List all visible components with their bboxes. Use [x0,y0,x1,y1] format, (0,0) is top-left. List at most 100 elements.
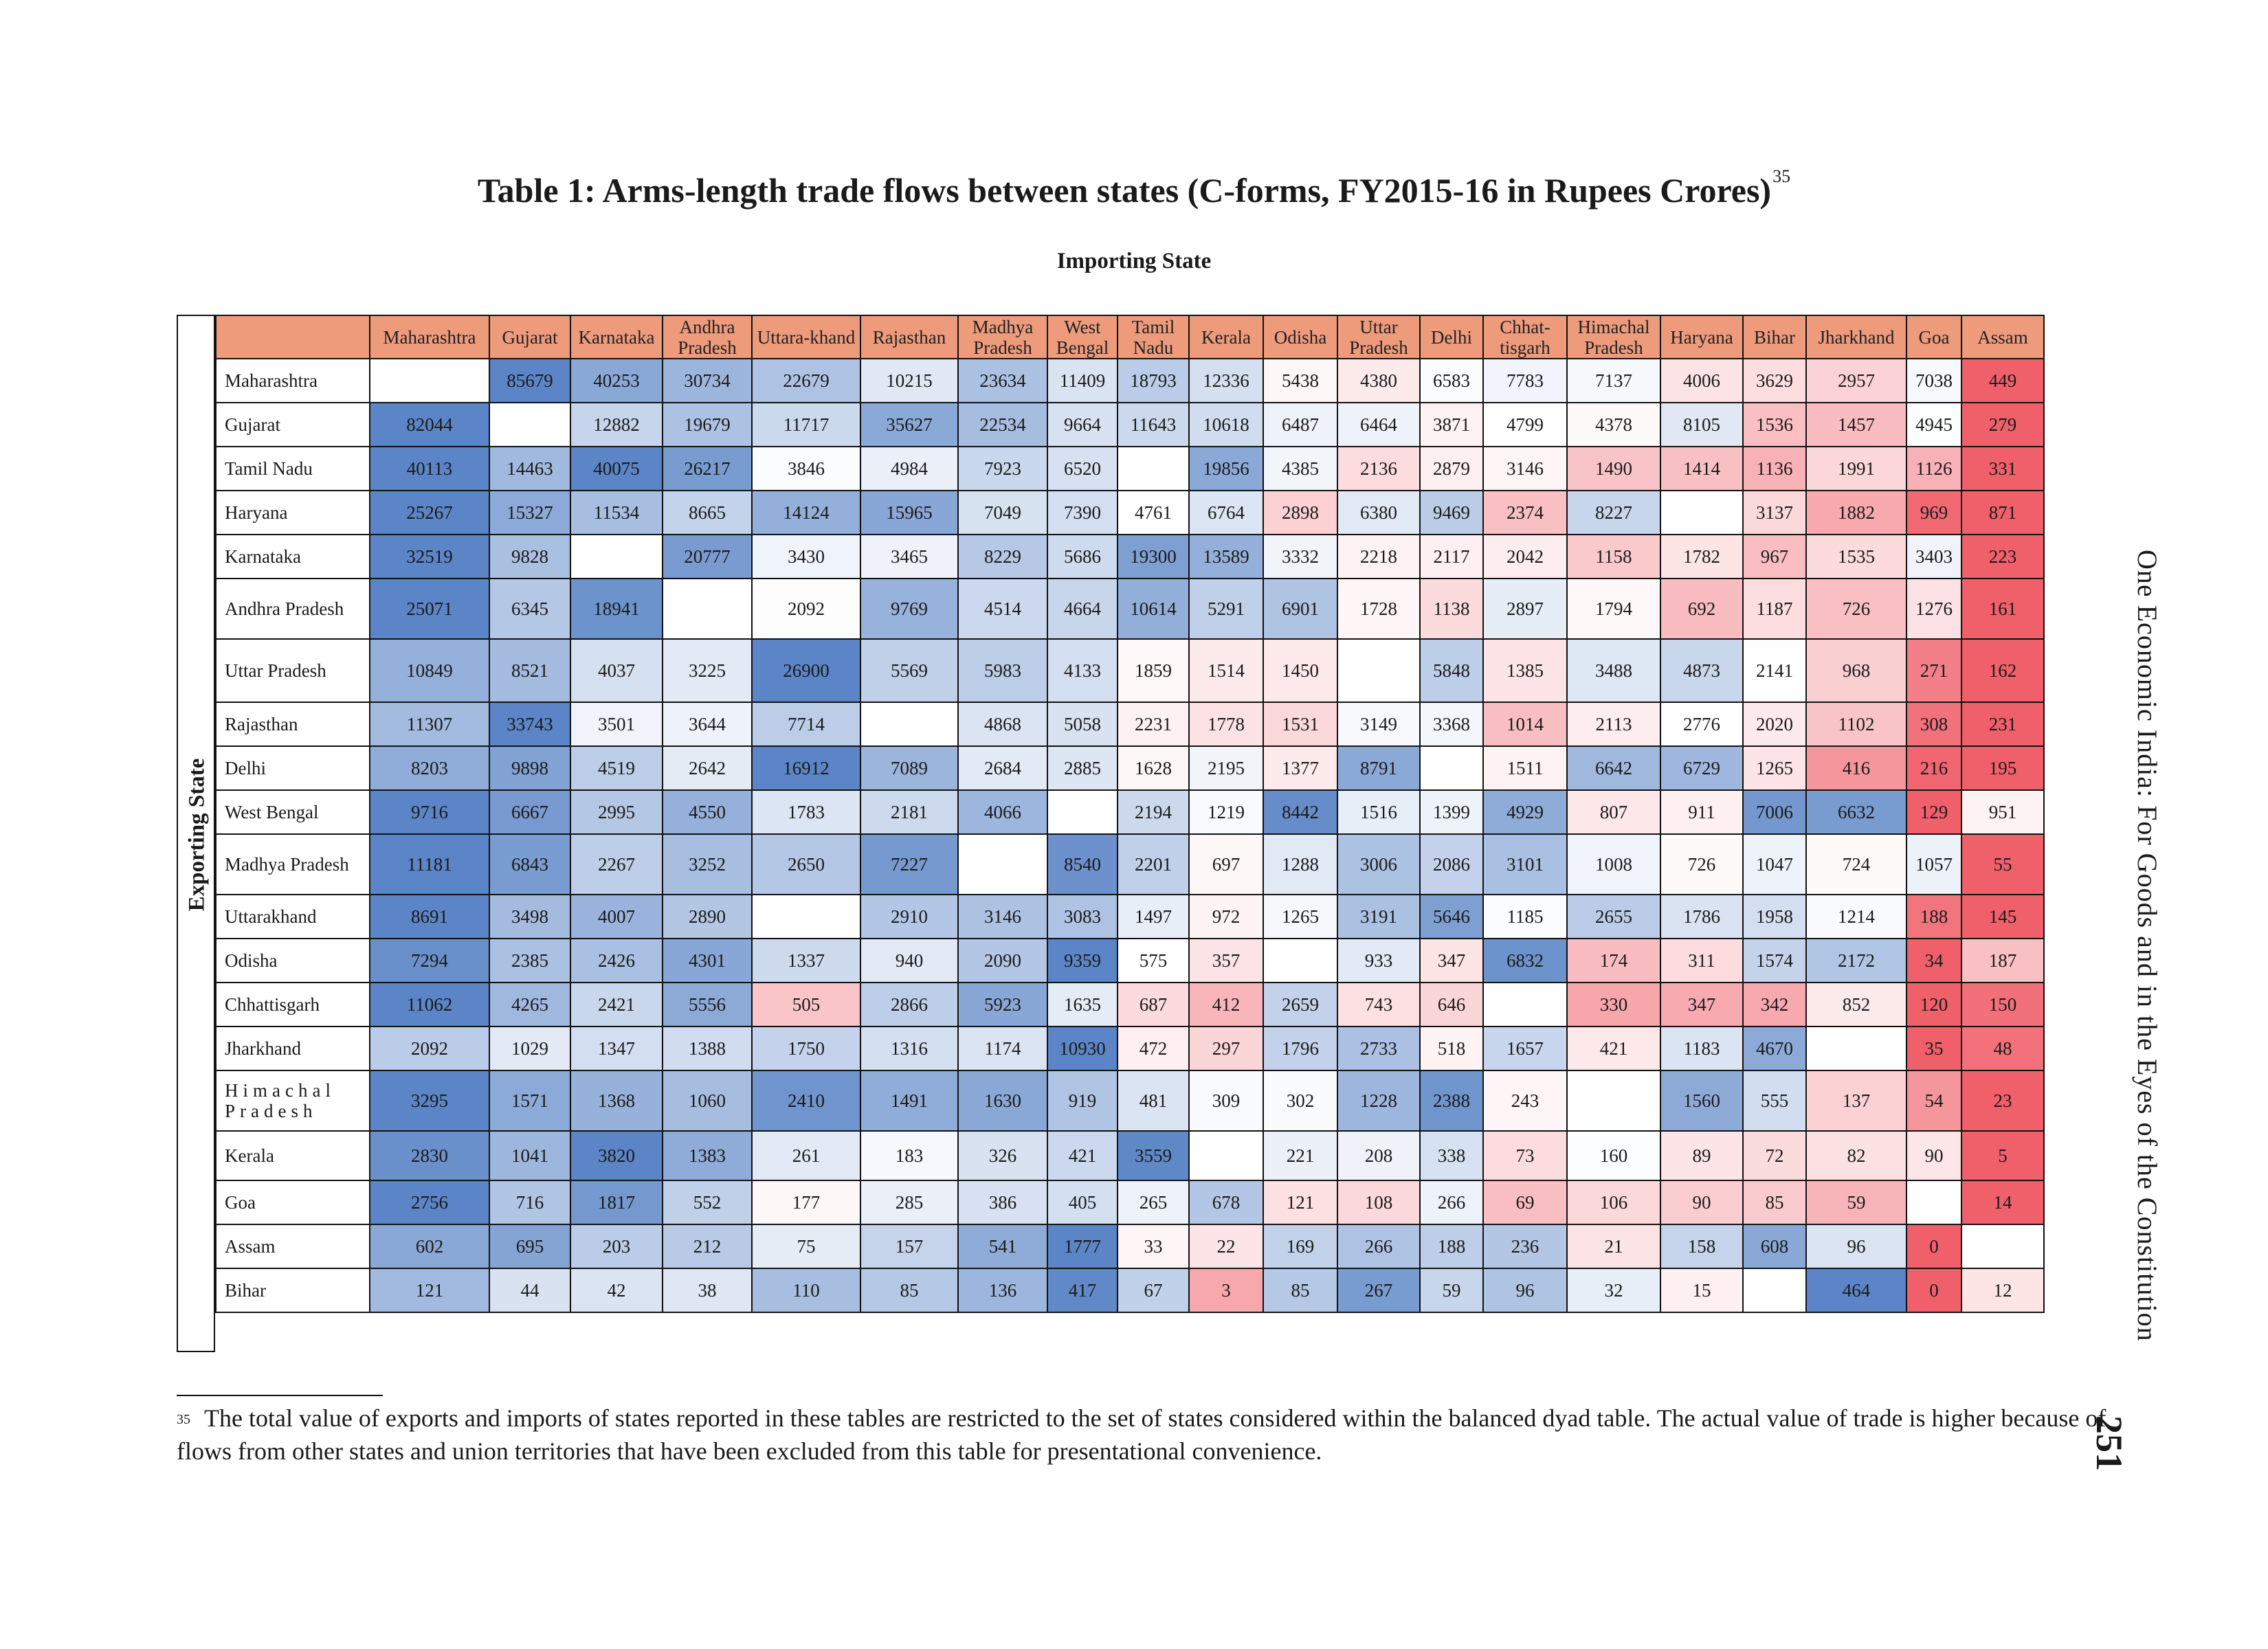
table-cell: 1383 [662,1130,753,1181]
table-cell: 44 [489,1268,571,1313]
table-cell: 2092 [369,1026,490,1071]
table-cell: 726 [1660,833,1744,895]
table-cell: 265 [1117,1180,1190,1225]
table-cell: 3 [1188,1268,1264,1313]
table-cell: 9828 [489,534,571,579]
table-cell: 203 [570,1224,663,1269]
table-cell: 2426 [570,938,663,983]
table-cell: 13589 [1188,534,1264,579]
table-cell: 1316 [860,1026,959,1071]
table-cell: 1414 [1660,446,1744,491]
table-cell: 8229 [957,534,1048,579]
table-cell: 183 [860,1130,959,1181]
column-header: Bihar [1742,315,1807,359]
table-row: Delhi 8203 9898 4519 2642 16912 7089 2684 2885 16… [215,745,2045,791]
table-cell: 2231 [1117,702,1190,747]
table-cell: 6901 [1263,578,1338,640]
table-cell: 421 [1047,1130,1118,1181]
table-cell: 5686 [1047,534,1118,579]
table-cell: 743 [1337,982,1421,1027]
table-cell: 3501 [570,702,663,747]
table-cell: 40113 [369,446,490,491]
table-cell: 4761 [1117,490,1190,535]
table-cell: 1041 [489,1130,571,1181]
table-cell: 90 [1660,1180,1744,1225]
table-cell: 3101 [1482,833,1568,895]
table-cell: 608 [1742,1224,1807,1269]
table-cell: 82044 [369,402,490,447]
table-cell: 2385 [489,938,571,983]
table-cell: 10930 [1047,1026,1118,1071]
table-cell: 1782 [1660,534,1744,579]
table-cell [1906,1180,1962,1225]
table-cell: 35627 [860,402,959,447]
column-header: Delhi [1419,315,1484,359]
table-cell: 8203 [369,745,490,791]
row-label: Rajasthan [215,702,370,747]
table-cell [1805,1026,1907,1071]
table-cell: 9716 [369,789,490,835]
table-cell: 7006 [1742,789,1807,835]
column-header: Uttara-khand [751,315,861,359]
table-cell: 1388 [662,1026,753,1071]
table-row: Uttarakhand 8691 3498 4007 2890 2910 3146 3083 1… [215,894,2045,939]
table-cell: 15965 [860,490,959,535]
table-cell: 8691 [369,894,490,939]
column-header: Haryana [1660,315,1744,359]
table-cell: 326 [957,1130,1048,1181]
row-label: Maharashtra [215,358,370,403]
column-header: Karnataka [570,315,663,359]
table-cell: 14124 [751,490,861,535]
table-cell: 3820 [570,1130,663,1181]
row-label: Assam [215,1224,370,1269]
table-cell: 2086 [1419,833,1484,895]
table-cell: 308 [1906,702,1962,747]
table-row: Haryana 25267 15327 11534 8665 14124 15965 7049… [215,490,2045,535]
table-row: Goa 2756 716 1817 552 177 285 386 405 265 678 121 10… [215,1180,2045,1225]
table-cell: 4037 [570,638,663,703]
table-cell: 2020 [1742,702,1807,747]
table-row: Jharkhand 2092 1029 1347 1388 1750 1316 1174 109… [215,1026,2045,1071]
table-cell: 1060 [662,1070,753,1132]
table-cell: 85 [1742,1180,1807,1225]
table-row: Rajasthan 11307 33743 3501 3644 7714 4868 5058 2… [215,702,2045,747]
table-cell: 6520 [1047,446,1118,491]
table-cell: 2655 [1566,894,1661,939]
table-cell: 5438 [1263,358,1338,403]
table-cell: 1630 [957,1070,1048,1132]
table-cell: 2957 [1805,358,1907,403]
table-cell: 5291 [1188,578,1264,640]
table-cell: 15327 [489,490,571,535]
table-cell: 2195 [1188,745,1264,791]
table-cell: 1778 [1188,702,1264,747]
table-cell: 267 [1337,1268,1421,1313]
table-cell: 32519 [369,534,490,579]
table-cell: 338 [1419,1130,1484,1181]
table-cell: 162 [1961,638,2045,703]
table-cell: 8665 [662,490,753,535]
table-row: Maharashtra 85679 40253 30734 22679 10215 2363… [215,358,2045,403]
table-cell: 195 [1961,745,2045,791]
table-cell: 1657 [1482,1026,1568,1071]
exporting-state-label: Exporting State [184,758,210,912]
table-cell: 7783 [1482,358,1568,403]
table-cell: 1014 [1482,702,1568,747]
table-cell: 1497 [1117,894,1190,939]
table-cell: 1777 [1047,1224,1118,1269]
corner-header-cell [215,315,370,359]
table-cell: 1347 [570,1026,663,1071]
table-cell: 1728 [1337,578,1421,640]
table-cell: 22679 [751,358,861,403]
table-cell: 1783 [751,789,861,835]
table-cell: 8540 [1047,833,1118,895]
table-cell: 4006 [1660,358,1744,403]
table-cell: 236 [1482,1224,1568,1269]
table-cell [1047,789,1118,835]
table-cell: 6583 [1419,358,1484,403]
table-cell: 695 [489,1224,571,1269]
table-cell: 505 [751,982,861,1027]
table-cell: 3252 [662,833,753,895]
column-header: Maharashtra [369,315,490,359]
table-cell: 311 [1660,938,1744,983]
table-cell: 261 [751,1130,861,1181]
